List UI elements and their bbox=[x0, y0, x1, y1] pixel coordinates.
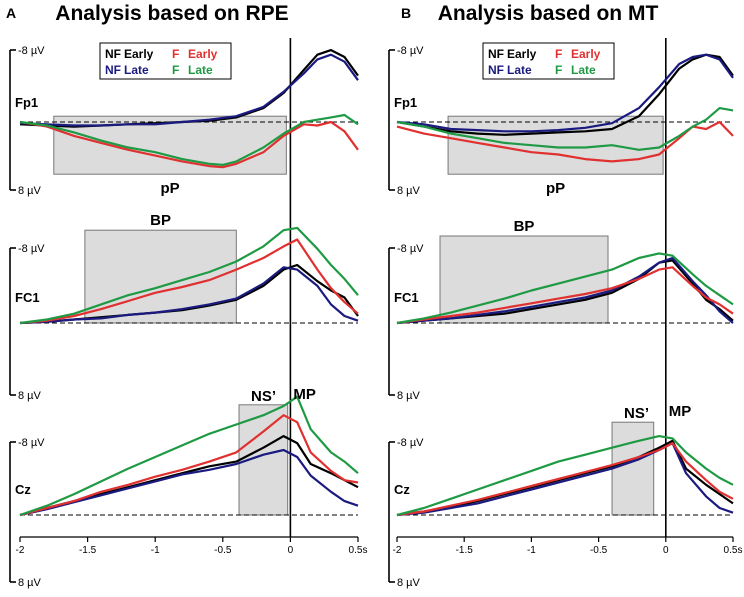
x-tick-label: -1 bbox=[527, 545, 536, 556]
legend-entry: Early bbox=[188, 47, 218, 61]
component-label: NS’ bbox=[624, 405, 649, 422]
x-tick-label: -2 bbox=[393, 545, 402, 556]
erp-trace bbox=[396, 442, 734, 517]
x-tick-label: -2 bbox=[16, 545, 25, 556]
component-label: pP bbox=[546, 180, 565, 197]
erp-trace bbox=[396, 53, 734, 136]
legend-box bbox=[99, 42, 232, 80]
component-label: NS’ bbox=[251, 388, 276, 405]
erp-trace bbox=[19, 120, 359, 169]
channel-label: Cz bbox=[394, 482, 410, 497]
mp-label: MP bbox=[669, 403, 692, 420]
erp-trace bbox=[19, 414, 359, 517]
scale-label-bottom: 8 µV bbox=[18, 577, 42, 589]
legend-prefix: F bbox=[172, 47, 179, 61]
mp-label: MP bbox=[293, 386, 316, 403]
legend-prefix: NF bbox=[488, 47, 504, 61]
panel-title: Analysis based on RPE bbox=[55, 2, 288, 25]
component-window bbox=[447, 115, 664, 175]
erp-trace bbox=[396, 256, 734, 325]
legend-entry: Late bbox=[124, 63, 149, 77]
erp-trace bbox=[396, 53, 734, 133]
component-label: BP bbox=[514, 218, 535, 235]
panel-title: Analysis based on MT bbox=[438, 2, 659, 25]
legend-entry: Late bbox=[507, 63, 532, 77]
erp-trace bbox=[19, 113, 359, 166]
scale-label-bottom: 8 µV bbox=[18, 390, 42, 402]
scale-label-top: -8 µV bbox=[18, 243, 45, 255]
x-tick-label: -0.5 bbox=[590, 545, 608, 556]
legend-prefix: F bbox=[555, 63, 562, 77]
channel-label: FC1 bbox=[15, 290, 40, 305]
scale-label-bottom: 8 µV bbox=[18, 185, 42, 197]
erp-trace bbox=[396, 252, 734, 325]
erp-trace bbox=[19, 395, 359, 517]
x-tick-label: 0 bbox=[663, 545, 669, 556]
component-window bbox=[611, 421, 655, 516]
legend-box bbox=[482, 42, 615, 80]
channel-label: Cz bbox=[15, 482, 31, 497]
scale-label-top: -8 µV bbox=[397, 243, 424, 255]
erp-trace bbox=[396, 106, 734, 151]
component-window bbox=[84, 229, 237, 324]
erp-trace bbox=[19, 226, 359, 325]
erp-trace bbox=[396, 120, 734, 163]
legend-entry: Late bbox=[571, 63, 596, 77]
erp-trace bbox=[396, 435, 734, 517]
erp-trace bbox=[396, 266, 734, 325]
x-tick-label: -1.5 bbox=[79, 545, 97, 556]
x-tick-label: 0 bbox=[288, 545, 294, 556]
erp-trace bbox=[19, 238, 359, 325]
x-tick-label: 0.5s bbox=[349, 545, 368, 556]
component-label: pP bbox=[160, 180, 179, 197]
x-tick-label: 0.5s bbox=[724, 545, 743, 556]
scale-label-bottom: 8 µV bbox=[397, 577, 421, 589]
component-label: BP bbox=[150, 212, 171, 229]
erp-trace bbox=[19, 266, 359, 325]
x-tick-label: -0.5 bbox=[214, 545, 232, 556]
legend-prefix: NF bbox=[488, 63, 504, 77]
erp-trace bbox=[19, 448, 359, 517]
scale-label-top: -8 µV bbox=[397, 437, 424, 449]
legend-entry: Early bbox=[124, 47, 154, 61]
legend-prefix: NF bbox=[105, 63, 121, 77]
scale-label-bottom: 8 µV bbox=[397, 185, 421, 197]
scale-label-top: -8 µV bbox=[18, 45, 45, 57]
channel-label: Fp1 bbox=[15, 95, 38, 110]
channel-label: Fp1 bbox=[394, 95, 417, 110]
legend-entry: Late bbox=[188, 63, 213, 77]
scale-label-top: -8 µV bbox=[18, 437, 45, 449]
scale-label-top: -8 µV bbox=[397, 45, 424, 57]
legend-prefix: F bbox=[555, 47, 562, 61]
legend-prefix: F bbox=[172, 63, 179, 77]
erp-trace bbox=[396, 439, 734, 517]
legend-entry: Early bbox=[571, 47, 601, 61]
x-tick-label: -1 bbox=[151, 545, 160, 556]
x-tick-label: -1.5 bbox=[456, 545, 474, 556]
panel-letter: A bbox=[6, 5, 16, 21]
erp-trace bbox=[396, 442, 734, 517]
legend-entry: Early bbox=[507, 47, 537, 61]
panel-letter: B bbox=[401, 5, 411, 21]
legend-prefix: NF bbox=[105, 47, 121, 61]
scale-label-bottom: 8 µV bbox=[397, 390, 421, 402]
channel-label: FC1 bbox=[394, 290, 419, 305]
erp-trace bbox=[19, 53, 359, 127]
